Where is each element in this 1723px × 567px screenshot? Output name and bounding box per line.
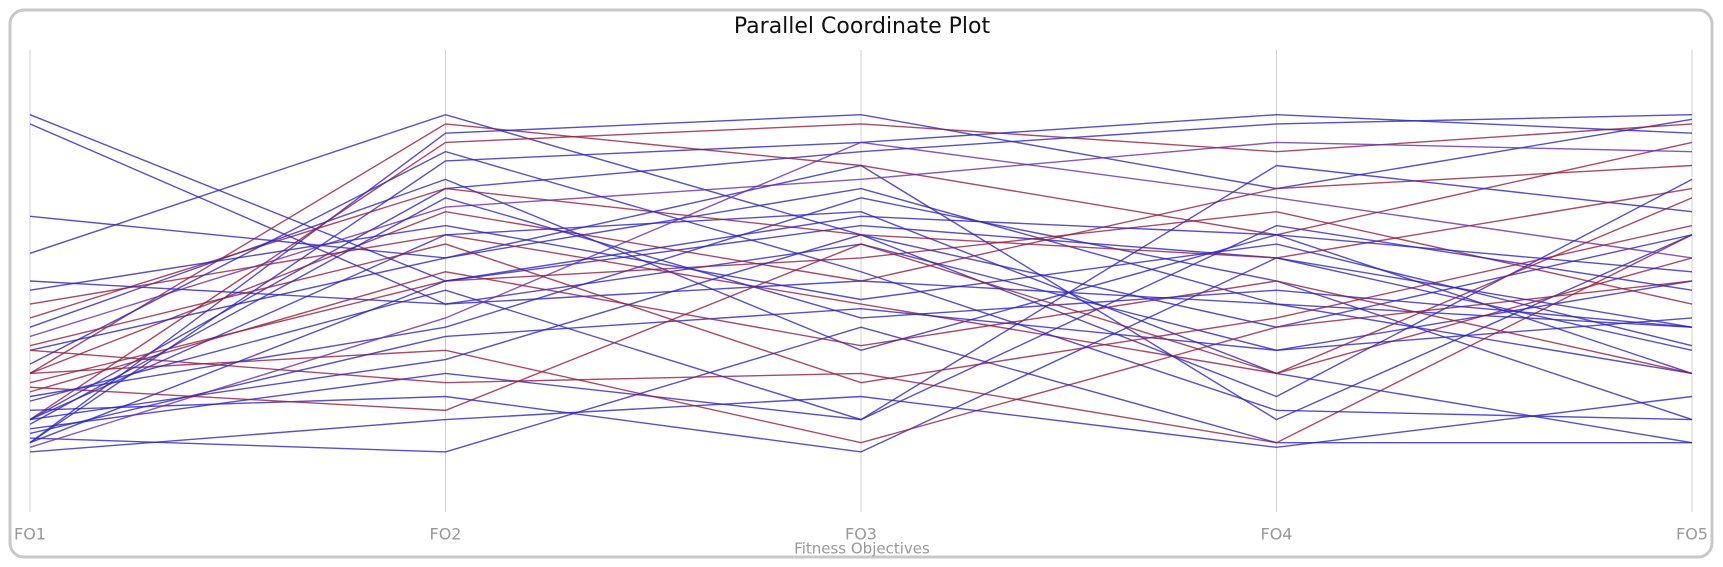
data-line (29, 197, 1693, 421)
data-line (29, 178, 1693, 375)
data-line (29, 178, 1693, 421)
data-line (29, 123, 1693, 421)
data-line (29, 210, 1693, 384)
data-line (29, 395, 1693, 453)
data-line (29, 197, 1693, 412)
data-line (29, 271, 1693, 393)
data-line (29, 210, 1693, 444)
chart-title: Parallel Coordinate Plot (734, 14, 991, 39)
lines (29, 113, 1693, 453)
data-line (29, 234, 1693, 444)
data-line (29, 113, 1693, 444)
data-line (29, 141, 1693, 338)
data-line (29, 141, 1693, 448)
x-axis-label: Fitness Objectives (794, 540, 930, 558)
data-line (29, 164, 1693, 421)
axis-label: FO2 (430, 525, 462, 544)
data-line (29, 308, 1693, 435)
data-line (29, 234, 1693, 375)
data-line (29, 224, 1693, 384)
data-line (29, 197, 1693, 425)
axis-label: FO3 (845, 525, 877, 544)
data-line (29, 257, 1693, 453)
data-line (29, 326, 1692, 453)
data-line (29, 215, 1693, 444)
axis-label: FO5 (1676, 525, 1708, 544)
axis-label: FO1 (14, 525, 46, 544)
data-line (29, 150, 1693, 421)
axis-label: FO4 (1261, 525, 1293, 544)
data-line (29, 224, 1693, 347)
